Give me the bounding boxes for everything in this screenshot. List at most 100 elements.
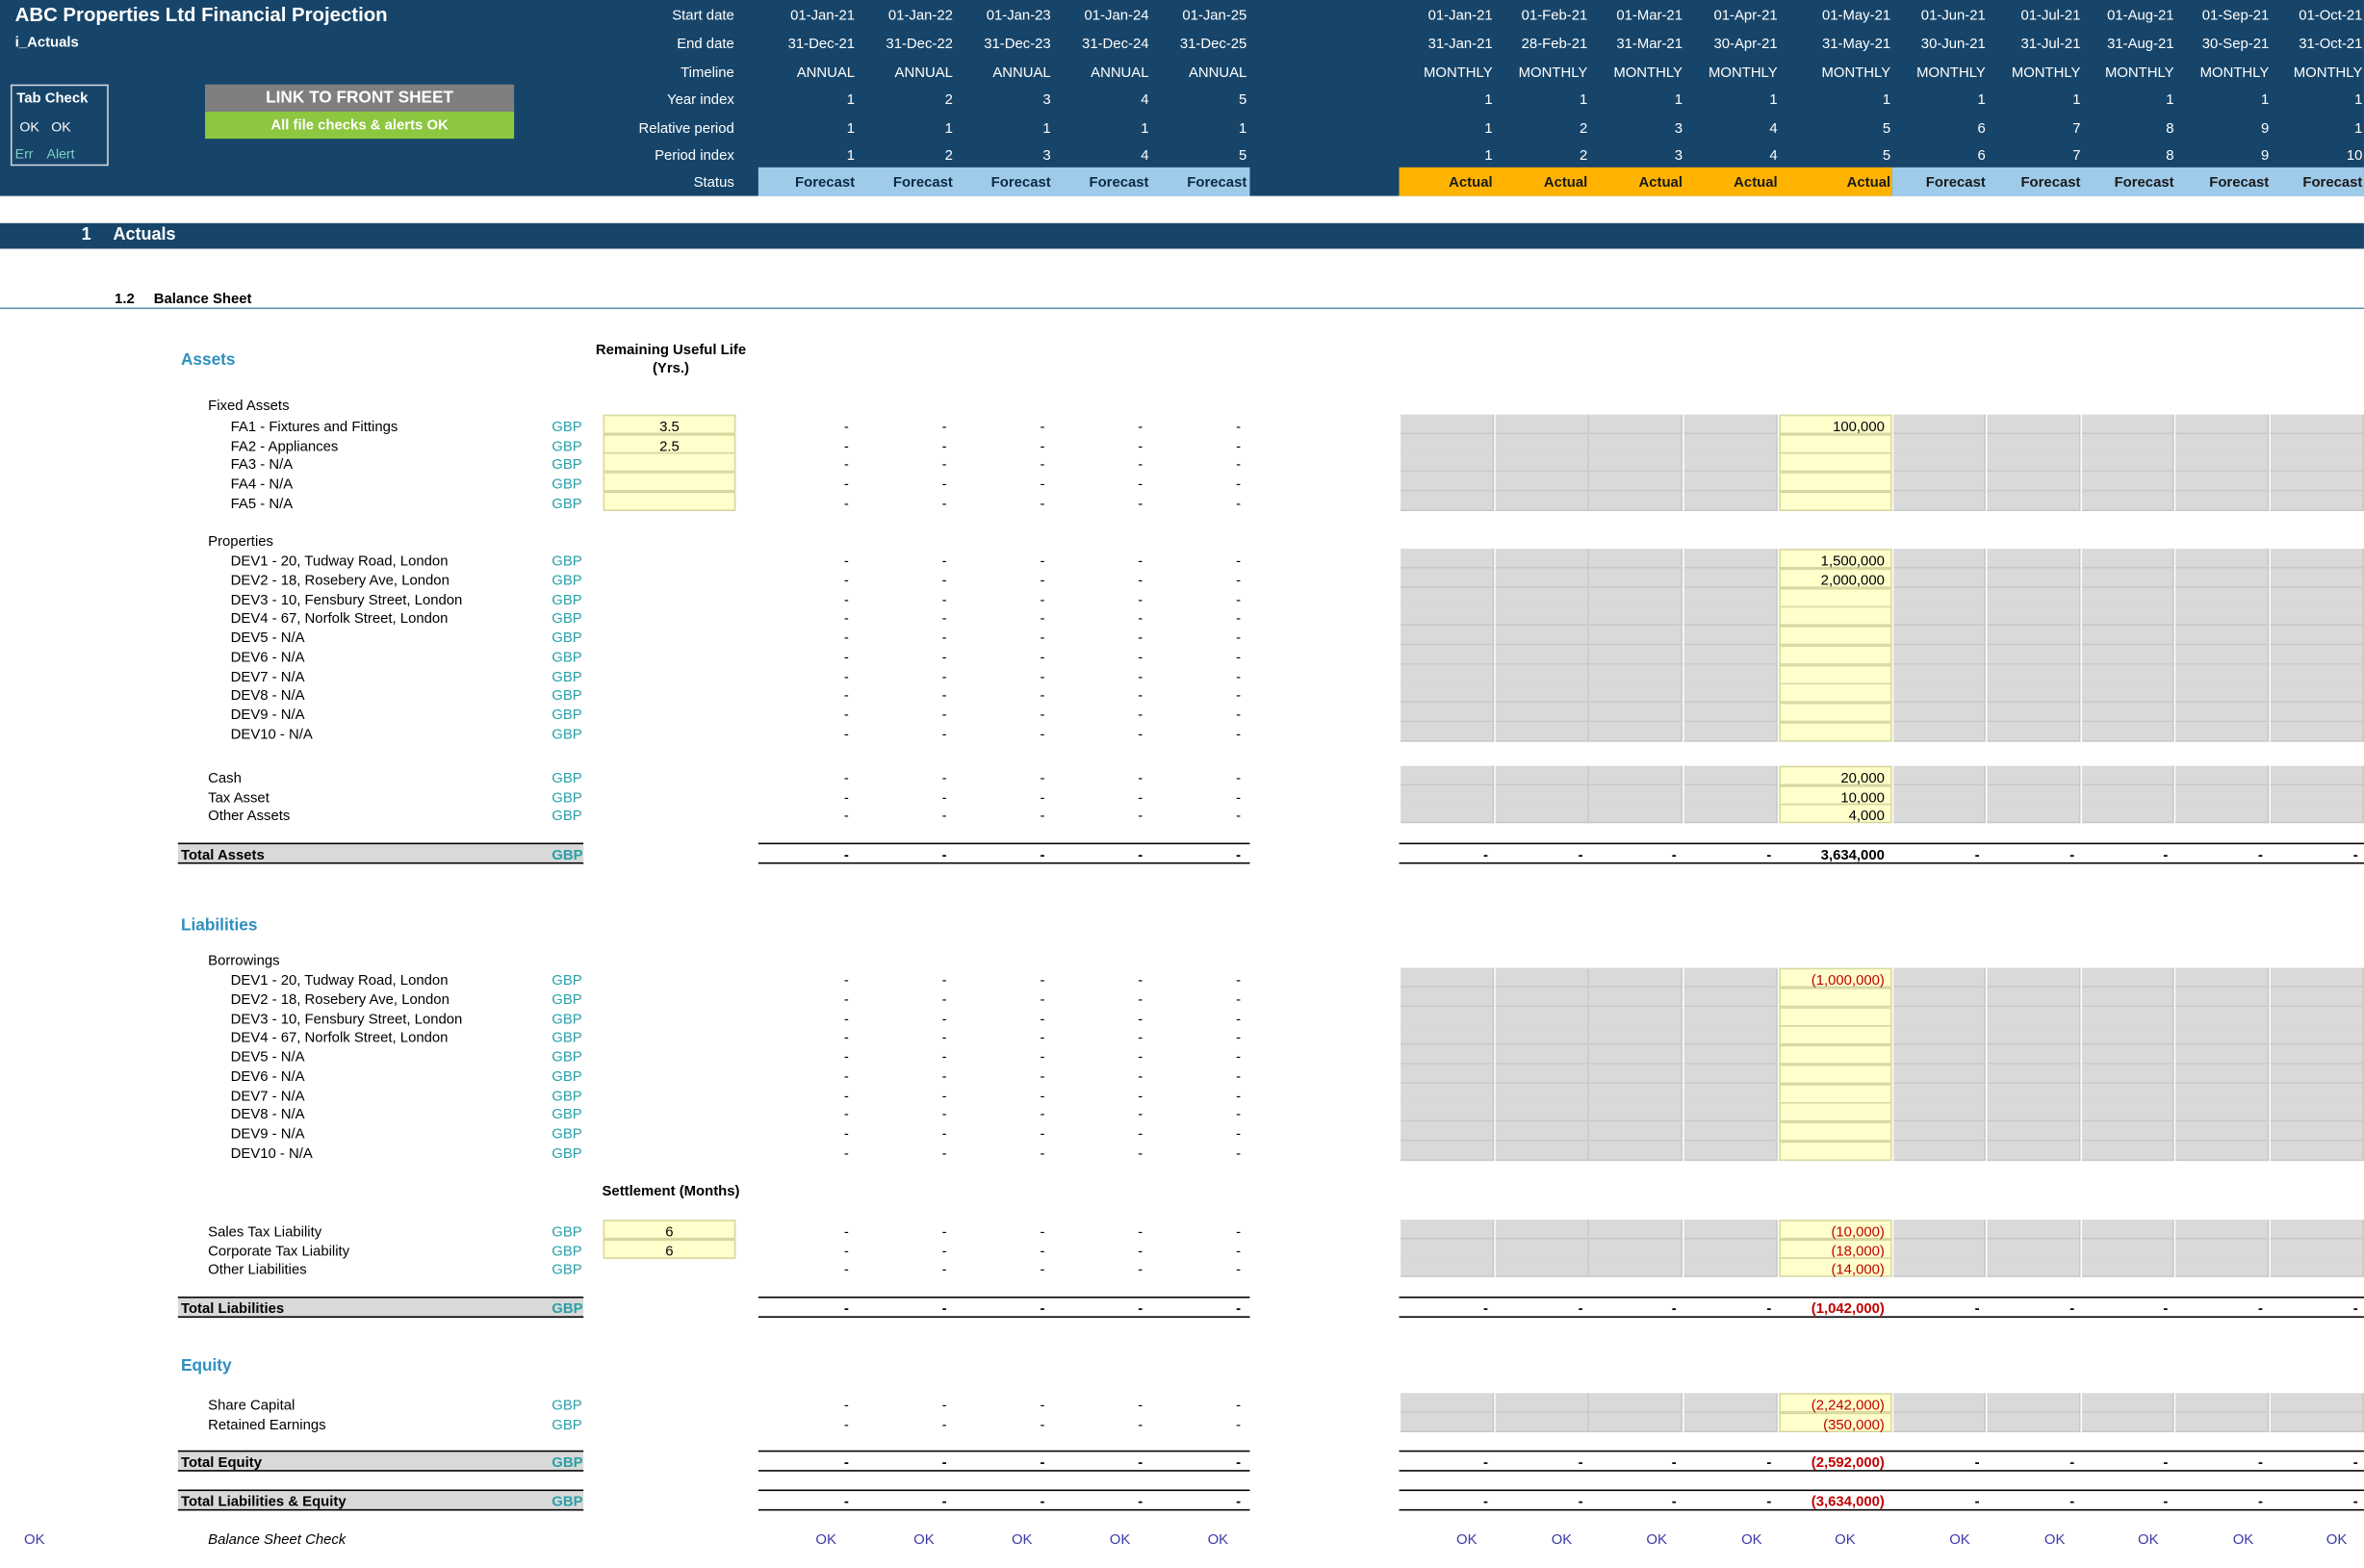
actual-input-cell[interactable] bbox=[1779, 784, 1892, 805]
actual-input-cell[interactable] bbox=[1779, 1412, 1892, 1432]
actual-input-cell[interactable] bbox=[1779, 765, 1892, 786]
actual-grey-cell bbox=[1588, 1044, 1683, 1065]
actual-grey-cell bbox=[2270, 1257, 2364, 1278]
total-monthly-value: - bbox=[2069, 1300, 2075, 1318]
actual-input-cell[interactable] bbox=[1779, 472, 1892, 492]
annual-value-cell: - bbox=[1236, 1030, 1242, 1047]
monthly-status-cell: Forecast bbox=[2302, 174, 2363, 192]
actual-input-cell[interactable] bbox=[1779, 663, 1892, 684]
borrowing-row-label: DEV9 - N/A bbox=[230, 1126, 305, 1144]
monthly-header-cell: 7 bbox=[2072, 147, 2081, 165]
actual-input-cell[interactable] bbox=[1779, 1083, 1892, 1103]
actual-input-cell[interactable] bbox=[1779, 1239, 1892, 1259]
assumption-input-cell[interactable] bbox=[603, 433, 736, 453]
actual-grey-cell bbox=[2082, 626, 2174, 646]
actual-grey-cell bbox=[2270, 587, 2364, 607]
other-asset-row-label: Other Assets bbox=[208, 809, 291, 826]
annual-value-cell: - bbox=[843, 789, 849, 807]
actual-input-cell[interactable] bbox=[1779, 1121, 1892, 1142]
actual-grey-cell bbox=[1588, 1141, 1683, 1161]
actual-grey-cell bbox=[2082, 1121, 2174, 1142]
annual-value-cell: - bbox=[1236, 1416, 1242, 1434]
annual-header-cell: 01-Jan-21 bbox=[790, 7, 856, 25]
actual-grey-cell bbox=[1400, 568, 1495, 588]
actual-grey-cell bbox=[1893, 663, 1986, 684]
actual-input-cell[interactable] bbox=[1779, 606, 1892, 627]
actual-input-cell[interactable] bbox=[1779, 1257, 1892, 1278]
total-row-label: Total Equity bbox=[180, 1454, 262, 1472]
actual-input-cell[interactable] bbox=[1779, 1102, 1892, 1122]
annual-value-cell: - bbox=[1236, 1068, 1242, 1086]
total-annual-value: - bbox=[1040, 1300, 1045, 1318]
actual-input-cell[interactable] bbox=[1779, 721, 1892, 742]
actual-input-cell[interactable] bbox=[1779, 1044, 1892, 1065]
assumption-input-cell[interactable] bbox=[603, 414, 736, 435]
assumption-input-cell[interactable] bbox=[603, 1239, 736, 1259]
actual-input-cell[interactable] bbox=[1779, 1220, 1892, 1240]
total-annual-value: - bbox=[941, 847, 947, 864]
actual-grey-cell bbox=[1683, 702, 1778, 723]
actual-input-cell[interactable] bbox=[1779, 702, 1892, 723]
actual-grey-cell bbox=[1588, 1102, 1683, 1122]
actual-grey-cell bbox=[1588, 1064, 1683, 1084]
total-row-unit: GBP bbox=[552, 1300, 583, 1318]
annual-value-cell: - bbox=[941, 991, 947, 1009]
actual-input-cell[interactable] bbox=[1779, 967, 1892, 988]
annual-value-cell: - bbox=[843, 1107, 849, 1124]
actual-input-cell[interactable] bbox=[1779, 644, 1892, 665]
actual-input-cell[interactable] bbox=[1779, 587, 1892, 607]
link-to-front-sheet-button[interactable]: LINK TO FRONT SHEET bbox=[205, 84, 515, 112]
actual-input-cell[interactable] bbox=[1779, 433, 1892, 453]
total-row-bar bbox=[177, 1489, 584, 1511]
total-row-label: Total Liabilities bbox=[180, 1300, 285, 1318]
actual-grey-cell bbox=[1400, 1102, 1495, 1122]
actual-grey-cell bbox=[1588, 491, 1683, 511]
annual-value-cell: - bbox=[1138, 1011, 1143, 1028]
actual-input-cell[interactable] bbox=[1779, 414, 1892, 435]
assumption-input-cell[interactable] bbox=[603, 1220, 736, 1240]
borrowing-row-label: DEV8 - N/A bbox=[230, 1107, 305, 1124]
actual-input-cell[interactable] bbox=[1779, 452, 1892, 473]
actual-grey-cell bbox=[1893, 606, 1986, 627]
annual-value-cell: - bbox=[1138, 591, 1143, 609]
annual-header-cell: 31-Dec-24 bbox=[1082, 36, 1149, 53]
actual-grey-cell bbox=[1495, 804, 1589, 824]
annual-value-cell: - bbox=[1236, 495, 1242, 513]
assumption-input-cell[interactable] bbox=[603, 452, 736, 473]
total-monthly-rule bbox=[1399, 1297, 2364, 1318]
annual-value-cell: - bbox=[843, 649, 849, 666]
actual-input-cell[interactable] bbox=[1779, 549, 1892, 569]
actual-grey-cell bbox=[1495, 1220, 1589, 1240]
assets-heading: Assets bbox=[180, 350, 236, 370]
actual-grey-cell bbox=[1987, 549, 2081, 569]
actual-input-cell[interactable] bbox=[1779, 682, 1892, 704]
actual-grey-cell bbox=[1495, 606, 1589, 627]
actual-input-cell[interactable] bbox=[1779, 987, 1892, 1007]
annual-value-cell: - bbox=[1040, 726, 1045, 743]
annual-value-cell: - bbox=[1236, 1049, 1242, 1067]
actual-grey-cell bbox=[2082, 804, 2174, 824]
annual-value-cell: - bbox=[941, 438, 947, 455]
actual-input-cell[interactable] bbox=[1779, 568, 1892, 588]
actual-grey-cell bbox=[1893, 682, 1986, 704]
actual-input-cell[interactable] bbox=[1779, 1006, 1892, 1026]
annual-value-cell: - bbox=[1236, 419, 1242, 436]
actual-input-value: (1,000,000) bbox=[1811, 972, 1885, 990]
annual-value-cell: - bbox=[1040, 1049, 1045, 1067]
actual-input-cell[interactable] bbox=[1779, 1064, 1892, 1084]
actual-grey-cell bbox=[1683, 549, 1778, 569]
monthly-header-cell: 6 bbox=[1977, 120, 1986, 138]
liabilities-heading: Liabilities bbox=[180, 916, 258, 936]
actual-input-cell[interactable] bbox=[1779, 804, 1892, 824]
actual-grey-cell bbox=[2175, 1025, 2270, 1045]
actual-input-cell[interactable] bbox=[1779, 1141, 1892, 1161]
actual-input-cell[interactable] bbox=[1779, 491, 1892, 511]
monthly-header-cell: 1 bbox=[1674, 91, 1683, 109]
actual-grey-cell bbox=[1893, 1102, 1986, 1122]
actual-input-cell[interactable] bbox=[1779, 626, 1892, 646]
actual-input-cell[interactable] bbox=[1779, 1393, 1892, 1413]
actual-input-cell[interactable] bbox=[1779, 1025, 1892, 1045]
assumption-input-cell[interactable] bbox=[603, 472, 736, 492]
assumption-input-cell[interactable] bbox=[603, 491, 736, 511]
actual-grey-cell bbox=[1987, 784, 2081, 805]
